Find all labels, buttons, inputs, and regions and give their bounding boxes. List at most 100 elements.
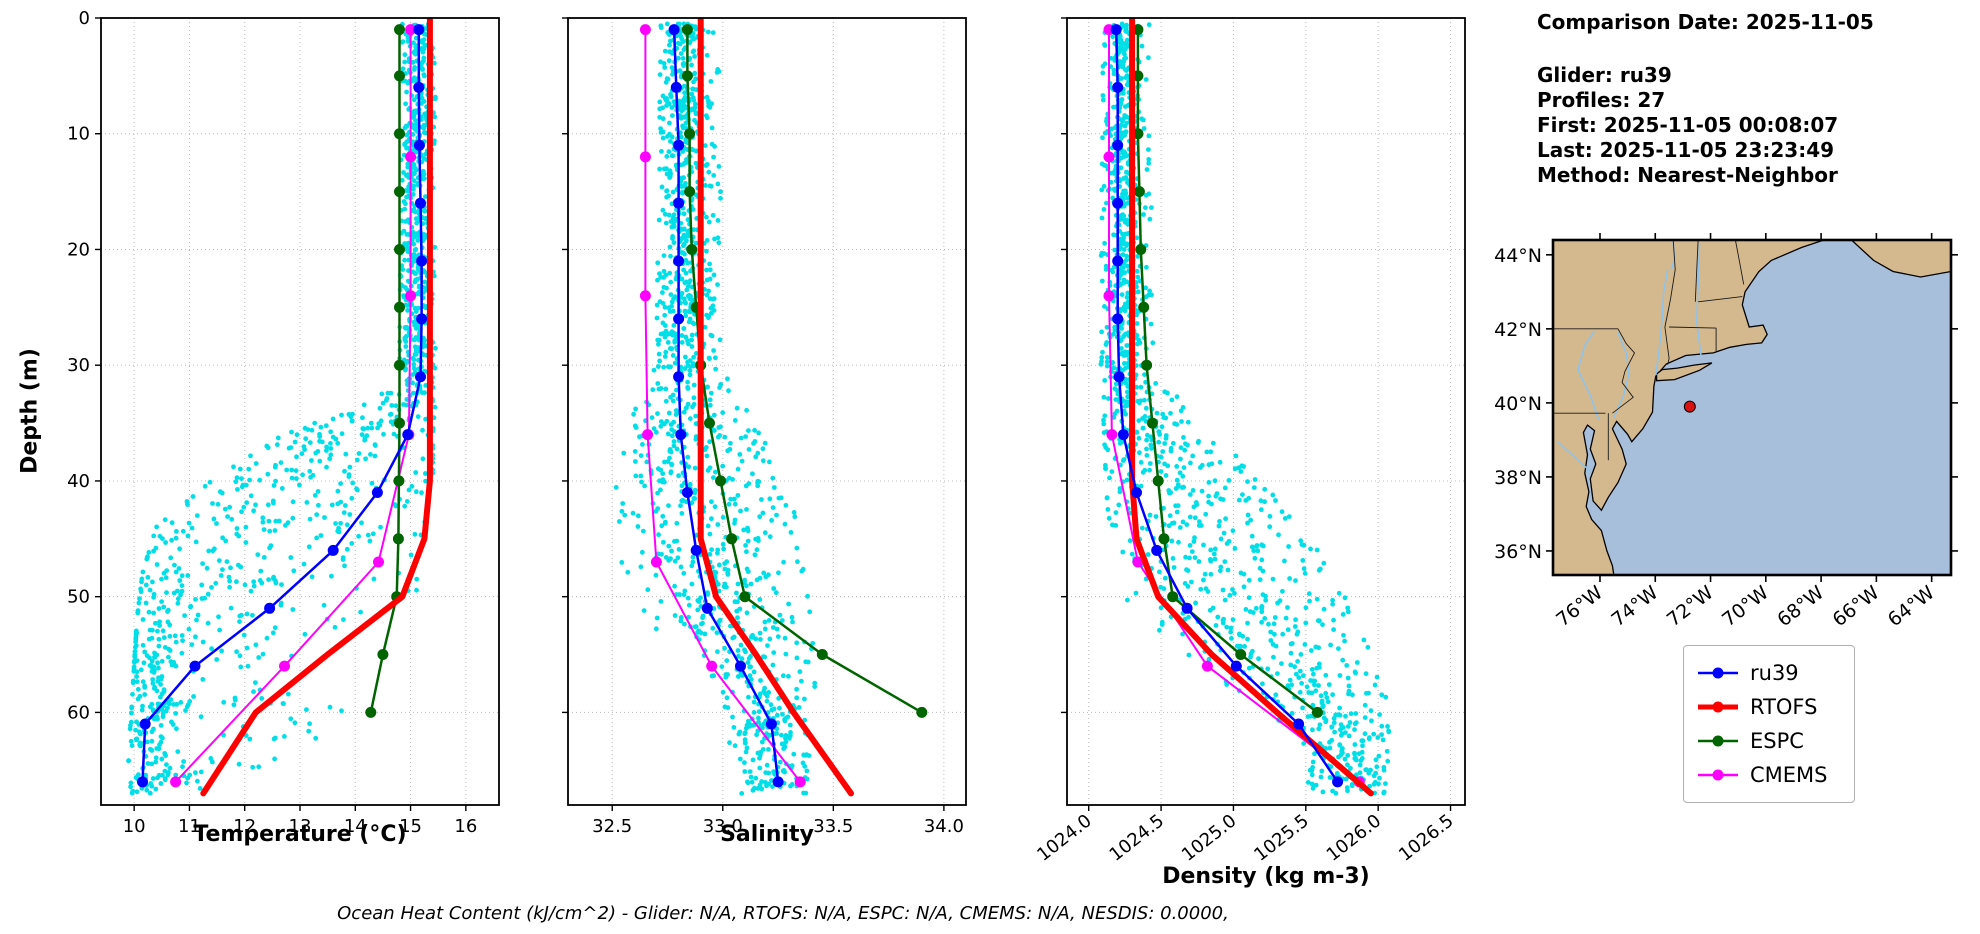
axis-tick-labels: 32.5 33.0 33.5 34.0	[592, 816, 964, 837]
river-line	[1577, 330, 1600, 420]
svg-text:33.0: 33.0	[703, 816, 743, 837]
svg-text:33.5: 33.5	[813, 816, 853, 837]
state-border-line	[1669, 326, 1717, 329]
glider-scatter-points	[126, 21, 438, 796]
svg-text:1024.5: 1024.5	[1106, 810, 1169, 865]
svg-text:34.0: 34.0	[924, 816, 964, 837]
land-polygon	[1850, 240, 1951, 278]
svg-text:74°W: 74°W	[1607, 581, 1662, 631]
river-line	[1655, 269, 1669, 376]
river-line	[1613, 332, 1630, 419]
svg-text:70°W: 70°W	[1718, 581, 1773, 631]
svg-text:13: 13	[289, 816, 312, 837]
glider-name: Glider: ru39	[1537, 63, 1672, 87]
info-panel: Comparison Date: 2025-11-05 Glider: ru39…	[1537, 10, 1874, 188]
legend-label: ESPC	[1750, 729, 1804, 753]
svg-text:0: 0	[79, 8, 90, 29]
svg-text:64°W: 64°W	[1884, 581, 1939, 631]
legend-item-rtofs: RTOFS	[1696, 690, 1842, 724]
axis-tick-labels: 10 11 12 13 14 15 16 0 10 20 30 40 50 60	[67, 8, 477, 837]
svg-text:30: 30	[67, 355, 90, 376]
legend-line-sample	[1698, 769, 1738, 781]
glider-location-marker	[1683, 400, 1696, 413]
first-profile-time: First: 2025-11-05 00:08:07	[1537, 113, 1839, 137]
svg-text:42°N: 42°N	[1494, 319, 1542, 341]
svg-text:1024.0: 1024.0	[1033, 810, 1096, 865]
density-axis-label: Density (kg m-3)	[1162, 864, 1370, 889]
river-line	[1695, 243, 1702, 355]
svg-text:76°W: 76°W	[1552, 581, 1607, 631]
temperature-axis-label: Temperature (°C)	[193, 822, 407, 847]
legend-line-sample	[1698, 667, 1738, 679]
svg-text:16: 16	[454, 816, 477, 837]
profiles-count: Profiles: 27	[1537, 88, 1666, 112]
ocean-heat-content-caption: Ocean Heat Content (kJ/cm^2) - Glider: N…	[337, 903, 1229, 924]
series-CMEMS	[639, 24, 806, 788]
axis-ticks	[562, 17, 945, 811]
svg-text:32.5: 32.5	[592, 816, 632, 837]
comparison-date: Comparison Date: 2025-11-05	[1537, 10, 1874, 34]
svg-text:60: 60	[67, 702, 90, 723]
series-RTOFS	[200, 18, 433, 797]
series-ru39	[1110, 24, 1344, 788]
state-border-line	[1734, 240, 1745, 285]
legend-label: CMEMS	[1750, 763, 1828, 787]
salinity-axis-label: Salinity	[720, 822, 814, 847]
state-border-line	[1698, 296, 1743, 303]
svg-text:11: 11	[178, 816, 201, 837]
state-border-line	[1664, 326, 1670, 365]
last-profile-time: Last: 2025-11-05 23:23:49	[1537, 138, 1835, 162]
legend-line-sample	[1698, 735, 1738, 747]
svg-text:1025.0: 1025.0	[1178, 810, 1241, 865]
svg-text:50: 50	[67, 587, 90, 608]
state-border-line	[1612, 328, 1636, 414]
svg-text:1025.5: 1025.5	[1250, 810, 1313, 865]
location-map: 76°W 74°W 72°W 70°W 68°W 66°W 64°W 44°N 42°N 40°N…	[1494, 233, 1958, 631]
legend-label: ru39	[1750, 661, 1799, 685]
svg-text:20: 20	[67, 239, 90, 260]
salinity-plot: 32.5 33.0 33.5 34.0	[562, 17, 967, 837]
land-polygon	[1553, 240, 1825, 575]
state-border-line	[1694, 240, 1699, 302]
axis-ticks	[1061, 17, 1452, 811]
series-ru39	[668, 24, 784, 788]
svg-text:72°W: 72°W	[1663, 581, 1718, 631]
legend-label: RTOFS	[1750, 695, 1818, 719]
legend-line-sample	[1698, 701, 1738, 713]
land-polygon	[1655, 362, 1713, 382]
y-axis-label: Depth (m)	[17, 348, 43, 474]
legend-item-ru39: ru39	[1696, 656, 1842, 690]
series-ESPC	[1132, 24, 1323, 718]
legend-item-espc: ESPC	[1696, 724, 1842, 758]
density-plot: 1024.0 1024.5 1025.0 1025.5 1026.0 1026.5	[1033, 17, 1466, 866]
svg-text:12: 12	[233, 816, 256, 837]
legend: ru39 RTOFS ESPC CMEMS	[1683, 645, 1855, 803]
axis-tick-labels: 1024.0 1024.5 1025.0 1025.5 1026.0 1026.5	[1033, 810, 1457, 865]
svg-text:38°N: 38°N	[1494, 467, 1542, 489]
svg-text:44°N: 44°N	[1494, 245, 1542, 267]
svg-text:68°W: 68°W	[1773, 581, 1828, 631]
svg-text:66°W: 66°W	[1829, 581, 1884, 631]
state-border-line	[1664, 240, 1676, 328]
series-RTOFS	[697, 18, 854, 797]
svg-text:36°N: 36°N	[1494, 541, 1542, 563]
svg-text:10: 10	[123, 816, 146, 837]
series-ru39	[137, 24, 428, 788]
series-RTOFS	[1129, 18, 1374, 797]
river-line	[1556, 441, 1591, 472]
svg-text:14: 14	[344, 816, 367, 837]
svg-text:40: 40	[67, 471, 90, 492]
series-CMEMS	[170, 24, 417, 788]
svg-text:1026.0: 1026.0	[1323, 810, 1386, 865]
svg-text:1026.5: 1026.5	[1395, 810, 1458, 865]
svg-text:10: 10	[67, 124, 90, 145]
axis-ticks	[95, 17, 467, 811]
interpolation-method: Method: Nearest-Neighbor	[1537, 163, 1838, 187]
map-ticks	[1546, 233, 1958, 582]
svg-text:15: 15	[399, 816, 422, 837]
svg-text:40°N: 40°N	[1494, 393, 1542, 415]
temperature-plot: 10 11 12 13 14 15 16 0 10 20 30 40 50 60	[67, 8, 500, 837]
legend-item-cmems: CMEMS	[1696, 758, 1842, 792]
